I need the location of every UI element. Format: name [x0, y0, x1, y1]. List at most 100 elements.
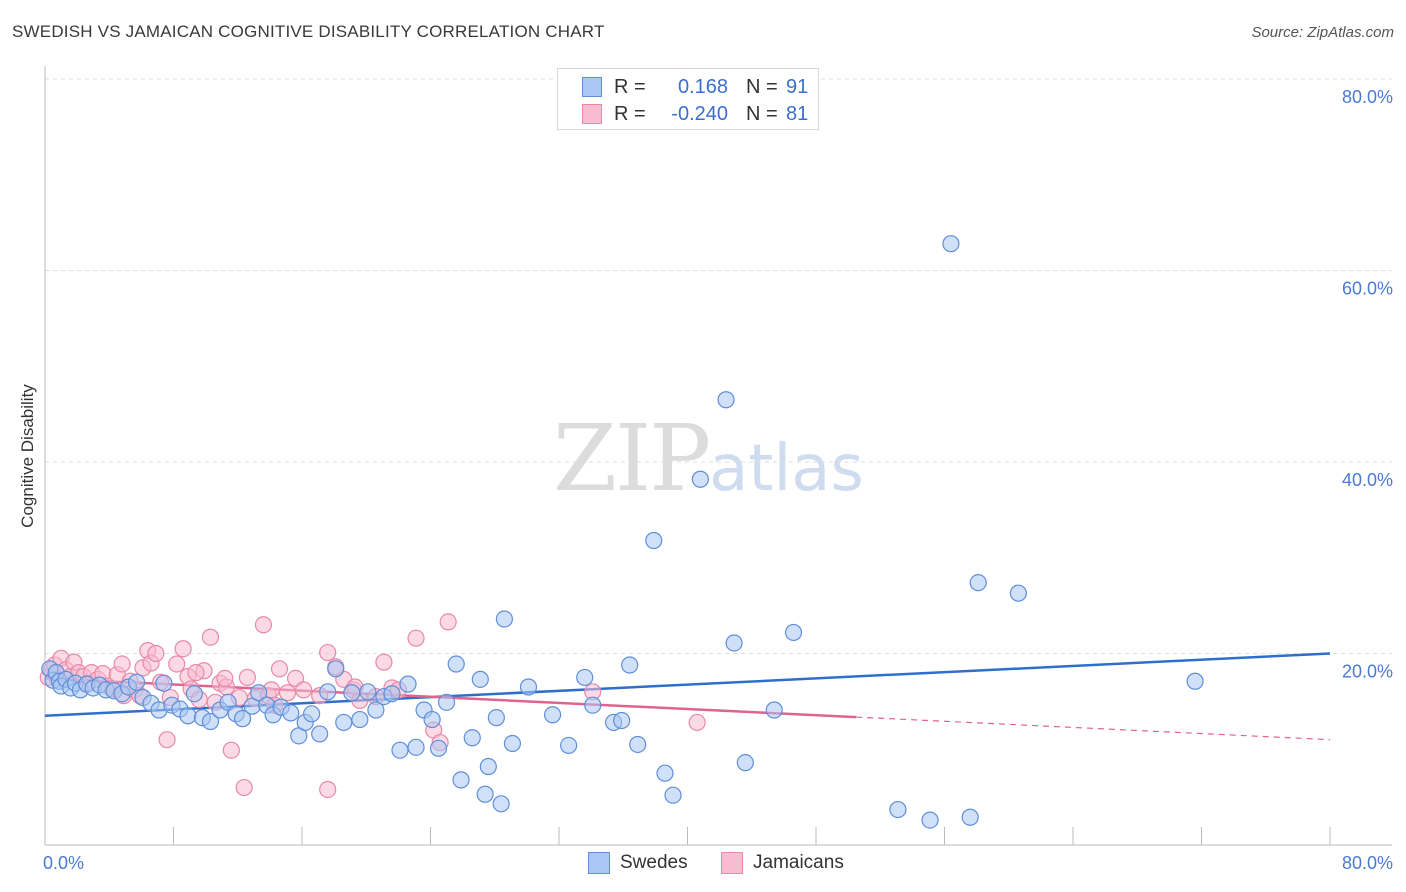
- jamaicans-point: [147, 644, 165, 663]
- swedes-swatch: [582, 77, 602, 97]
- jamaicans-point: [222, 741, 240, 759]
- swedes-point: [736, 754, 754, 772]
- swedes-point: [359, 683, 377, 701]
- jamaicans-point: [201, 628, 220, 646]
- jamaicans-swatch: [582, 104, 602, 124]
- swedes-point: [576, 668, 594, 687]
- n-label: N =: [746, 75, 778, 98]
- stats-row-jamaicans: R = -0.240 N = 81: [582, 101, 808, 127]
- swedes-point: [463, 729, 481, 747]
- y-tick-label: 20.0%: [1342, 662, 1393, 682]
- jamaicans-point: [174, 640, 192, 658]
- jamaicans-point: [254, 616, 273, 634]
- y-tick-label: 60.0%: [1342, 279, 1393, 299]
- r-value: -0.240: [671, 102, 728, 125]
- jamaicans-point: [238, 668, 256, 687]
- swedes-point: [383, 685, 401, 703]
- jamaicans-point: [216, 669, 234, 687]
- swedes-point: [452, 771, 470, 789]
- swedes-point: [645, 531, 663, 550]
- swedes-point: [327, 660, 345, 678]
- swedes-point: [664, 786, 682, 804]
- swedes-point: [319, 683, 337, 701]
- jamaicans-point: [168, 655, 186, 673]
- jamaicans-point: [688, 713, 706, 732]
- swedes-point: [351, 710, 369, 729]
- swedes-point: [335, 713, 353, 732]
- swedes-point: [233, 710, 252, 728]
- y-tick-label: 80.0%: [1342, 87, 1393, 107]
- stats-row-swedes: R = 0.168 N = 91: [582, 74, 808, 100]
- n-label: N =: [746, 102, 778, 125]
- y-tick-label: 40.0%: [1342, 470, 1393, 490]
- swedes-point: [543, 706, 562, 724]
- r-label: R =: [614, 102, 646, 125]
- swedes-point: [629, 735, 647, 754]
- axes: [44, 66, 1392, 846]
- x-tick-label: 80.0%: [1342, 853, 1393, 873]
- legend-label: Swedes: [620, 852, 688, 873]
- swedes-point: [471, 670, 489, 688]
- swedes-point: [479, 757, 497, 776]
- swedes-swatch: [588, 852, 610, 874]
- swedes-point: [155, 674, 173, 692]
- swedes-point: [127, 673, 146, 691]
- swedes-point: [765, 701, 783, 719]
- legend-item-jamaicans[interactable]: Jamaicans: [721, 852, 844, 874]
- swedes-point: [519, 678, 538, 696]
- swedes-point: [725, 634, 743, 652]
- swedes-point: [969, 574, 987, 592]
- watermark: ZIPatlas: [553, 405, 864, 512]
- jamaicans-point: [270, 660, 289, 678]
- swedes-point: [492, 795, 510, 813]
- swedes-point: [367, 701, 385, 719]
- swedes-point: [1186, 672, 1204, 690]
- x-tick-label: 0.0%: [43, 853, 84, 873]
- data-points: [39, 235, 1204, 829]
- r-value: 0.168: [677, 75, 728, 98]
- swedes-point: [691, 470, 709, 488]
- jamaicans-point: [278, 684, 297, 702]
- swedes-point: [250, 684, 268, 702]
- jamaicans-point: [295, 681, 313, 699]
- swedes-point: [717, 391, 735, 409]
- gridlines: [45, 78, 1392, 654]
- legend: Swedes Jamaicans: [0, 852, 1406, 878]
- jamaicans-point: [407, 629, 425, 647]
- jamaicans-point: [319, 643, 337, 662]
- swedes-point: [423, 710, 441, 729]
- swedes-point: [201, 712, 220, 731]
- y-axis-label: Cognitive Disability: [18, 384, 37, 528]
- swedes-point: [487, 709, 505, 727]
- swedes-point: [921, 811, 939, 829]
- watermark-atlas: atlas: [709, 432, 864, 506]
- swedes-point: [429, 739, 448, 757]
- r-label: R =: [614, 75, 646, 98]
- jamaicans-point: [113, 655, 131, 673]
- jamaicans-point: [187, 664, 205, 682]
- swedes-point: [889, 800, 907, 819]
- swedes-point: [656, 764, 674, 782]
- swedes-point: [961, 808, 979, 826]
- tick-labels: 20.0% 40.0% 60.0% 80.0% 0.0% 80.0%: [43, 87, 1393, 873]
- jamaicans-point: [375, 653, 393, 671]
- swedes-point: [303, 705, 321, 723]
- swedes-point: [343, 684, 361, 702]
- n-value: 91: [786, 75, 809, 98]
- jamaicans-point: [319, 780, 337, 799]
- legend-item-swedes[interactable]: Swedes: [588, 852, 688, 874]
- n-value: 81: [786, 102, 809, 125]
- swedes-point: [447, 655, 465, 673]
- stats-box: R = 0.168 N = 91 R = -0.240 N = 81: [557, 68, 819, 130]
- swedes-point: [942, 235, 960, 253]
- swedes-point: [407, 738, 425, 756]
- swedes-point: [476, 785, 494, 803]
- swedes-point: [560, 736, 578, 755]
- jamaicans-point: [439, 613, 457, 631]
- swedes-point: [613, 711, 631, 730]
- swedes-point: [1009, 584, 1027, 602]
- swedes-point: [391, 741, 409, 759]
- swedes-point: [179, 707, 197, 725]
- swedes-point: [784, 623, 803, 642]
- swedes-point: [311, 725, 329, 743]
